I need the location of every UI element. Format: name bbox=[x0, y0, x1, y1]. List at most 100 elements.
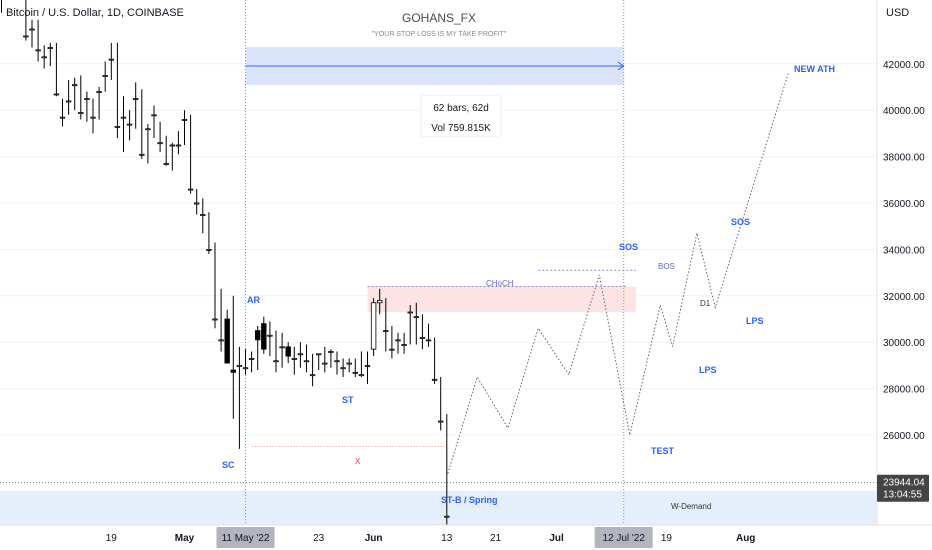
candle-body bbox=[169, 144, 175, 147]
candle-body bbox=[303, 360, 310, 363]
candle bbox=[224, 309, 230, 364]
w-demand-label: W-Demand bbox=[671, 502, 711, 511]
candle bbox=[114, 42, 121, 139]
candle-body bbox=[230, 369, 236, 373]
candle-body bbox=[309, 374, 316, 377]
candle bbox=[291, 346, 297, 375]
measure-arrow-head bbox=[617, 61, 625, 71]
candle bbox=[254, 325, 261, 371]
candle bbox=[35, 19, 41, 62]
candle bbox=[315, 353, 322, 371]
price-axis-background bbox=[877, 0, 932, 550]
candle bbox=[1, 0, 2, 13]
candle bbox=[285, 342, 291, 364]
time-tick-label: 13 bbox=[441, 533, 453, 544]
candle-body bbox=[120, 116, 127, 119]
candle-body bbox=[200, 214, 206, 217]
candle-body bbox=[395, 339, 401, 342]
time-tick-label: May bbox=[175, 533, 195, 544]
candle-body bbox=[108, 58, 114, 61]
candle bbox=[309, 353, 316, 387]
candle-body bbox=[297, 353, 304, 356]
candle-body bbox=[248, 358, 255, 360]
time-tick-label: 11 May '22 bbox=[222, 533, 270, 544]
candle bbox=[151, 105, 157, 139]
time-tick-label: Jun bbox=[365, 533, 383, 544]
candle-body bbox=[218, 339, 224, 342]
candle bbox=[72, 77, 78, 111]
candle-body bbox=[279, 346, 285, 349]
price-tick-label: 32000.00 bbox=[883, 292, 925, 303]
candle-body bbox=[254, 330, 261, 341]
price-tick-label: 40000.00 bbox=[883, 106, 925, 117]
price-axis[interactable]: 26000.00 28000.00 30000.00 32000.00 34000.00… bbox=[876, 0, 932, 550]
candle-body bbox=[346, 362, 352, 365]
candle-body bbox=[358, 374, 365, 377]
candle bbox=[78, 75, 84, 120]
time-tick-label: 19 bbox=[661, 533, 673, 544]
st-label: ST bbox=[342, 395, 354, 405]
candle bbox=[273, 330, 279, 373]
candle bbox=[212, 242, 218, 329]
time-tick-label: Jul bbox=[549, 533, 564, 544]
price-tick-label: 38000.00 bbox=[883, 153, 925, 164]
sos-label: SOS bbox=[731, 217, 750, 227]
candle-body bbox=[72, 84, 78, 87]
candle bbox=[29, 19, 35, 48]
price-tick-label: 34000.00 bbox=[883, 245, 925, 256]
candle-body bbox=[35, 49, 41, 52]
price-tick-label: 30000.00 bbox=[883, 338, 925, 349]
candle-body bbox=[206, 248, 212, 251]
candle-body bbox=[328, 351, 334, 353]
current-price-label: 23944.04 bbox=[883, 478, 925, 489]
measure-tool[interactable]: 62 bars, 62d Vol 759.815K bbox=[245, 61, 625, 138]
candle bbox=[139, 89, 145, 159]
candle bbox=[334, 351, 340, 375]
candle bbox=[425, 323, 432, 347]
candle bbox=[383, 298, 389, 352]
candle bbox=[23, 0, 29, 41]
candle bbox=[193, 189, 200, 215]
candle bbox=[279, 332, 285, 368]
candle-body bbox=[224, 318, 230, 364]
time-axis[interactable]: 19 May 11 May '22 23 Jun 13 21 Jul 12 Jul '22 19 A… bbox=[0, 524, 932, 550]
candle bbox=[218, 288, 224, 352]
candle bbox=[352, 358, 358, 377]
candle-body bbox=[267, 334, 273, 337]
candle-body bbox=[315, 353, 322, 356]
time-tick-label: Aug bbox=[736, 533, 755, 544]
candle-body bbox=[444, 515, 450, 518]
projection-path bbox=[446, 72, 789, 477]
candle bbox=[206, 212, 212, 255]
candle bbox=[187, 114, 194, 194]
candle-body bbox=[145, 128, 151, 131]
candle-body bbox=[163, 163, 169, 165]
time-tick-label: 12 Jul '22 bbox=[602, 533, 645, 544]
candle bbox=[200, 198, 206, 234]
candle-body bbox=[334, 360, 340, 363]
candle-body bbox=[175, 144, 182, 147]
candle bbox=[431, 337, 438, 384]
symbol-title: Bitcoin / U.S. Dollar, 1D, COINBASE bbox=[6, 7, 184, 19]
candle-body bbox=[364, 364, 371, 367]
candle bbox=[395, 332, 401, 354]
candle bbox=[90, 98, 96, 134]
projection-line bbox=[446, 72, 789, 477]
time-tick-label: 21 bbox=[490, 533, 502, 544]
candle-body bbox=[370, 302, 377, 350]
candle-body bbox=[41, 56, 47, 59]
sc-label: SC bbox=[222, 460, 235, 470]
candle bbox=[96, 87, 102, 120]
candle-body bbox=[157, 142, 163, 145]
candle-body bbox=[322, 362, 328, 365]
candle-body bbox=[236, 364, 243, 367]
candle bbox=[47, 42, 53, 67]
candle-body bbox=[193, 202, 200, 205]
slogan-label: "YOUR STOP LOSS IS MY TAKE PROFIT" bbox=[372, 31, 507, 38]
candle bbox=[328, 349, 334, 368]
candle bbox=[444, 414, 450, 531]
candle bbox=[84, 91, 90, 122]
ar-label: AR bbox=[247, 295, 260, 305]
candle-body bbox=[273, 360, 279, 363]
